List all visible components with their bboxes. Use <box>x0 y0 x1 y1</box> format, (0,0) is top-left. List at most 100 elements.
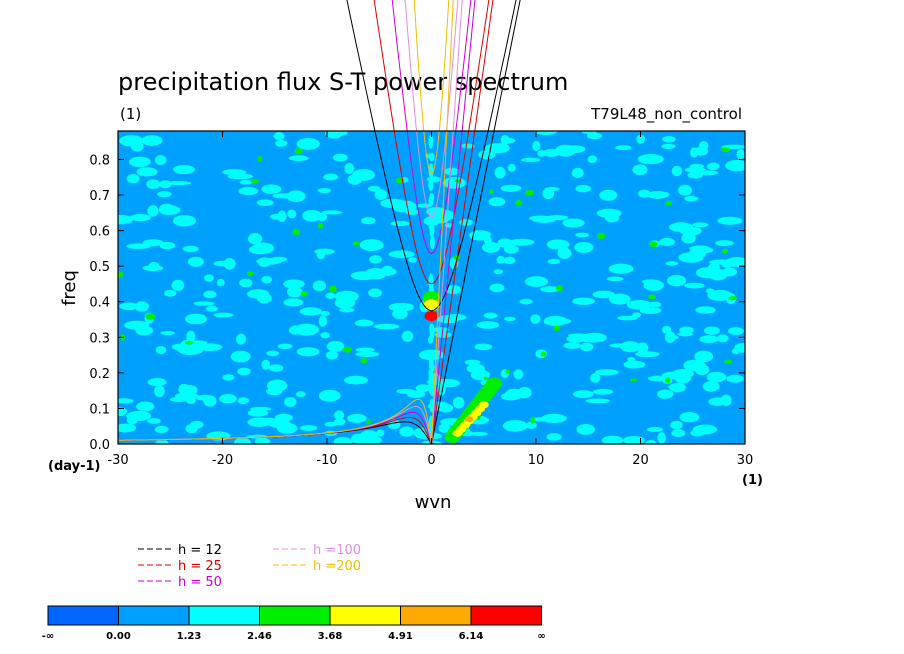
power-cell <box>698 141 709 151</box>
power-cell <box>320 332 330 339</box>
power-cell <box>145 313 156 320</box>
power-cell <box>507 163 516 172</box>
power-cell <box>727 327 744 336</box>
power-cell <box>299 307 322 316</box>
power-cell <box>367 185 381 192</box>
power-cell <box>324 131 344 139</box>
legend-label: h =200 <box>313 559 361 574</box>
power-cell <box>572 390 594 399</box>
power-cell <box>429 362 435 373</box>
power-cell <box>483 312 498 319</box>
power-cell <box>333 410 345 421</box>
power-cell <box>238 186 259 196</box>
power-cell <box>283 298 304 307</box>
power-cell <box>136 167 158 177</box>
power-cell <box>276 422 298 434</box>
power-cell <box>381 265 394 276</box>
power-cell <box>429 235 435 250</box>
power-cell <box>496 255 505 264</box>
power-cell <box>623 360 646 369</box>
power-cell <box>546 239 570 250</box>
power-cell <box>637 189 651 198</box>
power-cell <box>639 307 662 314</box>
power-cell <box>520 157 541 163</box>
power-cell <box>401 330 414 342</box>
power-cell <box>489 283 505 293</box>
colorbar-cell <box>259 605 331 626</box>
power-cell <box>154 155 167 166</box>
power-cell <box>235 333 247 345</box>
power-cell <box>292 228 301 236</box>
power-cell <box>374 189 388 200</box>
power-cell <box>681 232 696 244</box>
power-cell <box>661 143 676 149</box>
power-cell <box>436 378 460 388</box>
power-cell <box>227 173 253 180</box>
power-cell <box>321 210 343 215</box>
colorbar-tick-label: -∞ <box>42 631 54 642</box>
power-cell <box>203 395 217 407</box>
power-cell <box>465 416 474 423</box>
power-cell <box>670 420 683 430</box>
power-cell <box>283 279 305 289</box>
power-cell <box>694 350 714 363</box>
power-cell <box>664 200 672 206</box>
power-cell <box>671 165 683 177</box>
power-cell <box>157 191 172 198</box>
power-cell <box>178 383 190 393</box>
power-cell <box>205 305 218 312</box>
colorbar-tick-label: 2.46 <box>247 631 272 642</box>
power-cell <box>580 342 594 352</box>
power-cell <box>553 325 561 331</box>
power-cell <box>684 195 699 202</box>
power-cell <box>325 350 339 360</box>
power-cell <box>540 286 560 293</box>
power-cell <box>277 343 293 349</box>
power-cell <box>586 132 603 140</box>
power-cell <box>399 426 415 437</box>
power-cell <box>546 433 562 441</box>
power-cell <box>314 248 335 255</box>
power-cell <box>517 386 532 399</box>
power-cell <box>182 245 199 253</box>
power-cell <box>726 374 744 383</box>
power-cell <box>684 282 705 289</box>
power-cell <box>318 389 341 402</box>
power-cell <box>261 184 282 194</box>
power-cell <box>256 199 274 206</box>
power-cell <box>585 398 611 404</box>
dispersion-curve-ig <box>346 0 517 312</box>
power-cell <box>608 293 631 305</box>
power-cell <box>503 316 516 322</box>
power-cell <box>118 407 128 417</box>
power-cell <box>119 135 144 147</box>
x-tick-label: 30 <box>737 453 754 468</box>
power-cell <box>594 369 619 376</box>
power-cell <box>438 423 451 433</box>
power-cell <box>486 377 503 390</box>
power-cell <box>295 391 306 398</box>
power-cell <box>725 159 745 172</box>
power-cell <box>669 222 694 233</box>
power-cell <box>317 222 324 229</box>
power-cell <box>692 424 718 435</box>
y-tick-label: 0.4 <box>89 296 110 311</box>
x-tick-label: -20 <box>212 453 233 468</box>
power-cell <box>273 132 285 141</box>
power-cell <box>454 179 461 183</box>
colorbar-tick-label: 6.14 <box>459 631 484 642</box>
power-cell <box>574 242 594 253</box>
power-cell <box>524 276 549 287</box>
power-cell <box>166 180 192 186</box>
power-cell <box>503 256 516 265</box>
power-cell <box>288 155 309 162</box>
power-cell <box>147 205 159 217</box>
power-cell <box>647 426 663 433</box>
power-cell <box>429 153 435 162</box>
power-cell <box>118 398 134 404</box>
power-cell <box>432 327 449 333</box>
power-cell <box>525 421 537 429</box>
dispersion-curve-ig <box>404 0 459 219</box>
power-cell <box>428 163 434 178</box>
